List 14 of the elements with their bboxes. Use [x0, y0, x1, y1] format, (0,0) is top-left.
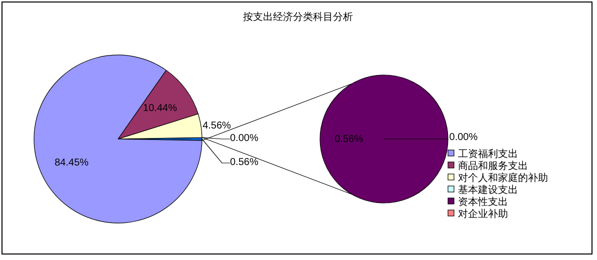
data-label: 0.56% — [230, 157, 258, 168]
legend-label: 对个人和家庭的补助 — [458, 172, 548, 184]
data-label: 0.56% — [334, 134, 364, 145]
legend-label: 商品和服务支出 — [458, 160, 528, 172]
text: 0.00% — [449, 132, 478, 143]
data-label: 10.44% — [143, 103, 178, 114]
data-label: 84.45% — [54, 158, 89, 169]
legend-label: 基本建设支出 — [458, 184, 518, 196]
text: 0.00% — [230, 133, 258, 144]
chart-title: 按支出经济分类科目分析 — [243, 11, 353, 23]
data-label: 4.56% — [202, 120, 232, 132]
legend-label: 对企业补助 — [458, 208, 508, 220]
legend-label: 资本性支出 — [458, 196, 508, 208]
legend-label: 工资福利支出 — [458, 148, 518, 160]
